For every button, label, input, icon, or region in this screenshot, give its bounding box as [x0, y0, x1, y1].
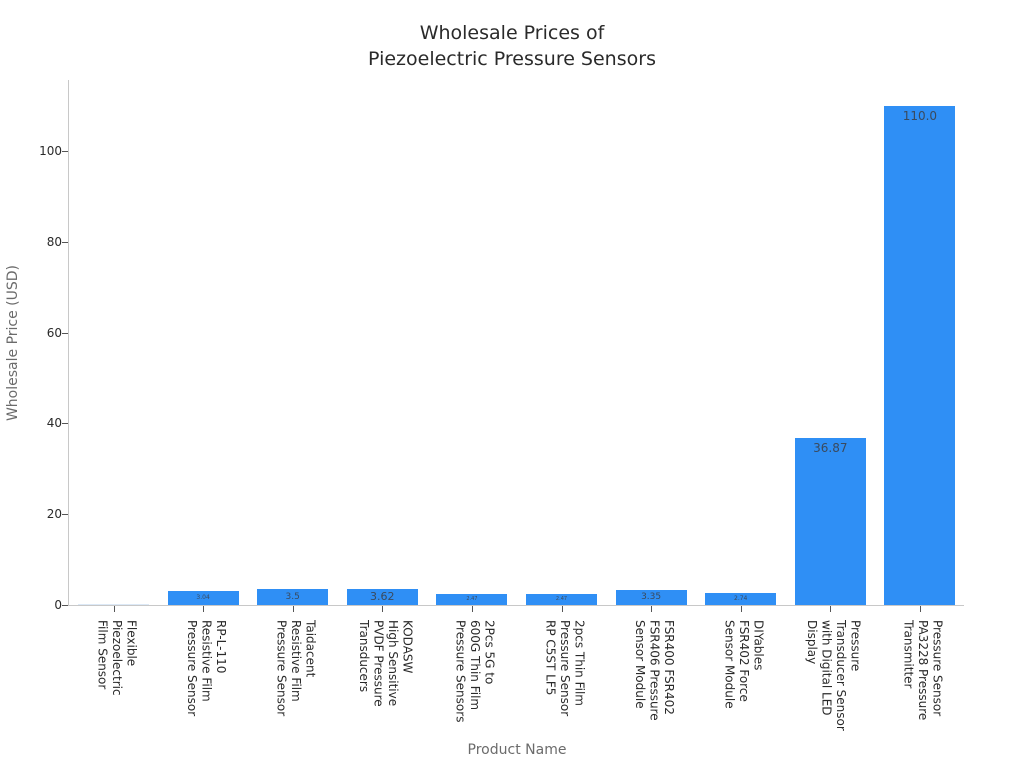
- x-tick-label-line: Display: [804, 620, 819, 665]
- y-tick: [62, 241, 68, 243]
- x-tick-label-line: Sensor Module: [632, 620, 647, 709]
- x-tick-label-line: Film Sensor: [95, 620, 110, 690]
- x-tick-label-line: 2pcs Thin Film: [572, 620, 587, 706]
- bar-value-label: 3.35: [641, 591, 662, 602]
- y-tick: [62, 151, 68, 152]
- y-axis-label: Wholesale Price (USD): [5, 264, 21, 422]
- x-tick: [203, 606, 205, 612]
- bar: 2.74: [705, 592, 777, 605]
- x-tick-label: Flexible Piezoelectric Film Sensor: [95, 620, 139, 696]
- x-tick-label-line: Transmitter: [901, 620, 916, 689]
- x-tick: [919, 606, 921, 612]
- x-tick-label-line: Taidacent: [303, 620, 318, 678]
- x-tick-label-line: Resistive Film: [199, 620, 214, 702]
- x-tick-label-line: Sensor Module: [722, 620, 737, 709]
- bar-value-label: 3.04: [196, 594, 210, 602]
- x-tick-label-line: RP-L-110: [213, 620, 228, 674]
- x-tick: [561, 606, 563, 612]
- x-tick: [382, 606, 384, 612]
- x-tick-label-line: FSR402 Force: [736, 620, 751, 702]
- y-tick-label: 100: [39, 144, 62, 158]
- x-tick-label-line: High Sensitive: [385, 620, 400, 707]
- x-tick-label-line: Transducers: [356, 620, 371, 693]
- x-tick-label-line: Pressure Sensor: [930, 620, 945, 717]
- chart-title: Wholesale Prices of Piezoelectric Pressu…: [0, 20, 1024, 72]
- x-axis-label: Product Name: [467, 742, 567, 758]
- bar: 36.87: [794, 437, 866, 605]
- x-tick-label-line: Pressure: [848, 620, 863, 672]
- bar: 2.47: [436, 593, 508, 605]
- x-tick: [471, 606, 473, 612]
- x-tick-label: FSR400 FSR402 FSR406 Pressure Sensor Mod…: [632, 620, 676, 721]
- y-tick-label: 60: [46, 325, 62, 340]
- x-tick-label-line: Transducer Sensor: [833, 620, 848, 731]
- x-tick: [292, 606, 294, 612]
- x-tick-label-line: Pressure Sensor: [274, 620, 289, 717]
- x-tick-label-line: Resistive Film: [288, 620, 303, 702]
- bar-value-label: 2.47: [466, 595, 478, 602]
- bar: 3.5: [257, 589, 329, 605]
- x-tick-label: Pressure Transducer Sensor with Digital …: [804, 620, 863, 731]
- chart-title-line-2: Piezoelectric Pressure Sensors: [368, 48, 656, 70]
- x-tick-label: 2pcs Thin Film Pressure Sensor RP C5ST L…: [543, 620, 587, 717]
- y-tick-label: 80: [46, 234, 62, 249]
- bar-value-label: 36.87: [813, 440, 848, 455]
- x-tick-label: Taidacent Resistive Film Pressure Sensor: [274, 620, 318, 717]
- y-tick: [62, 514, 68, 516]
- y-tick: [62, 605, 68, 606]
- x-tick-label: RP-L-110 Resistive Film Pressure Sensor: [184, 620, 228, 716]
- x-tick-label-line: Pressure Sensor: [557, 620, 572, 717]
- x-tick-label-line: Flexible: [124, 620, 139, 667]
- bar: [78, 604, 149, 605]
- x-tick-label-line: FSR406 Pressure: [647, 620, 662, 721]
- x-axis-line: [68, 605, 964, 606]
- x-tick: [113, 606, 115, 612]
- x-tick: [740, 606, 742, 612]
- x-tick-label: DIYables FSR402 Force Sensor Module: [722, 620, 766, 709]
- bar-value-label: 2.74: [734, 594, 748, 602]
- y-tick: [62, 423, 68, 425]
- bar: 3.04: [167, 591, 239, 605]
- x-tick-label: 2Pcs 5G to 600G Thin Film Pressure Senso…: [453, 620, 497, 722]
- x-tick-label-line: FSR400 FSR402: [661, 620, 676, 715]
- y-axis-line: [68, 80, 69, 606]
- x-tick-label-line: Piezoelectric: [109, 620, 124, 696]
- x-tick-label-line: 600G Thin Film: [468, 620, 483, 711]
- bar-value-label: 110.0: [902, 108, 938, 123]
- y-tick-label: 40: [46, 416, 62, 431]
- x-tick: [651, 606, 653, 612]
- bar: 2.47: [526, 593, 597, 605]
- x-tick-label-line: Pressure Sensor: [184, 620, 199, 717]
- x-tick-label: Pressure Sensor PA3228 Pressure Transmit…: [901, 620, 945, 720]
- x-tick: [830, 606, 832, 612]
- bar: 3.35: [615, 589, 687, 605]
- bar: 110.0: [884, 105, 956, 605]
- y-tick: [62, 332, 68, 334]
- x-tick-label-line: 2Pcs 5G to: [482, 620, 497, 685]
- x-tick-label-line: PVDF Pressure: [371, 620, 386, 707]
- x-tick-label-line: DIYables: [751, 620, 766, 671]
- x-tick-label: KODASW High Sensitive PVDF Pressure Tran…: [356, 620, 415, 707]
- bar: 3.62: [346, 588, 418, 605]
- bar-value-label: 3.62: [370, 590, 395, 604]
- x-tick-label-line: Pressure Sensors: [453, 620, 468, 723]
- x-tick-label-line: KODASW: [400, 620, 415, 674]
- x-tick-label-line: with Digital LED: [819, 620, 834, 716]
- y-tick-label: 20: [46, 507, 62, 522]
- bar-value-label: 2.47: [555, 595, 568, 602]
- chart-title-line-1: Wholesale Prices of: [419, 22, 605, 44]
- x-tick-label-line: PA3228 Pressure: [916, 620, 931, 721]
- x-tick-label-line: RP C5ST LF5: [543, 620, 558, 696]
- bar-value-label: 3.5: [285, 591, 300, 602]
- y-tick-label: 0: [54, 598, 62, 612]
